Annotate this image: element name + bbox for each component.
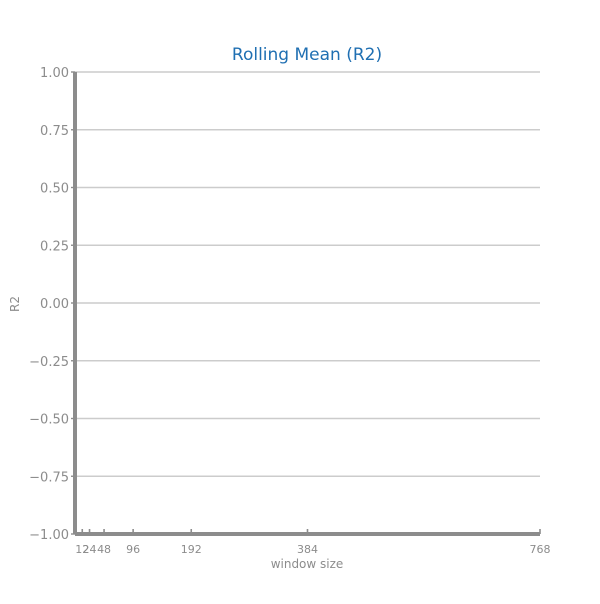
x-tick-label: 12 <box>75 543 89 556</box>
y-tick-label: −0.50 <box>29 413 69 428</box>
x-tick-label: 96 <box>126 543 140 556</box>
x-axis-label: window size <box>271 557 344 571</box>
x-tick-label: 24 <box>83 543 97 556</box>
x-tick-label: 384 <box>297 543 318 556</box>
y-tick-label: 1.00 <box>40 66 69 81</box>
grid-layer <box>75 71 540 535</box>
y-tick-label: 0.75 <box>40 124 69 139</box>
x-tick-label: 192 <box>181 543 202 556</box>
y-tick-label: 0.00 <box>40 297 69 312</box>
y-ticks: −1.00 −0.75 −0.50 −0.25 0.00 0.25 0.50 0.75 1.00 <box>29 66 75 543</box>
y-tick-label: −1.00 <box>29 528 69 543</box>
y-tick-label: 0.50 <box>40 182 69 197</box>
y-axis-label: R2 <box>8 296 22 312</box>
y-tick-label: 0.25 <box>40 239 69 254</box>
chart-title: Rolling Mean (R2) <box>232 45 382 65</box>
x-tick-label: 48 <box>97 543 111 556</box>
y-tick-label: −0.25 <box>29 355 69 370</box>
y-tick-label: −0.75 <box>29 470 69 485</box>
x-tick-label: 768 <box>530 543 551 556</box>
